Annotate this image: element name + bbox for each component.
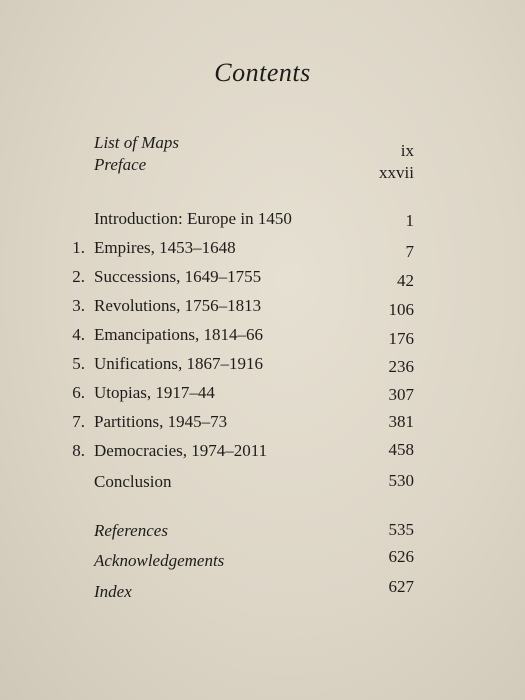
toc-entry-introduction: Introduction: Europe in 1450 1 bbox=[0, 207, 525, 231]
toc-entry-label: Unifications, 1867–1916 bbox=[94, 354, 264, 373]
chapter-number: 2. bbox=[72, 267, 85, 286]
toc-entry-page: 236 bbox=[388, 357, 415, 376]
toc-entry-page: 381 bbox=[388, 412, 415, 431]
toc-entry-page: 307 bbox=[388, 385, 415, 404]
toc-entry-label: Partitions, 1945–73 bbox=[94, 412, 228, 431]
toc-entry-chapter: 2. Successions, 1649–1755 42 bbox=[0, 265, 525, 290]
toc-entry-page: 626 bbox=[388, 547, 415, 566]
toc-entry-chapter: 8. Democracies, 1974–2011 458 bbox=[0, 439, 525, 463]
toc-entry-label: List of Maps bbox=[94, 133, 180, 152]
toc-entry-label: Utopias, 1917–44 bbox=[94, 383, 215, 402]
toc-entry-page: 7 bbox=[405, 242, 415, 261]
toc-entry-list-of-maps: List of Maps ix bbox=[0, 131, 525, 160]
toc-entry-label: Preface bbox=[94, 155, 147, 174]
toc-entry-label: Democracies, 1974–2011 bbox=[94, 441, 268, 460]
page-title: Contents bbox=[214, 58, 311, 87]
chapter-number: 8. bbox=[72, 441, 85, 460]
toc-entry-chapter: 6. Utopias, 1917–44 307 bbox=[0, 381, 525, 405]
toc-entry-page: 176 bbox=[388, 329, 415, 348]
chapter-number: 5. bbox=[72, 354, 85, 373]
toc-entry-label: Successions, 1649–1755 bbox=[94, 267, 262, 286]
toc-entry-page: xxvii bbox=[379, 163, 414, 182]
toc-entry-label: Conclusion bbox=[94, 472, 172, 491]
toc-entry-label: Revolutions, 1756–1813 bbox=[94, 296, 262, 315]
toc-entry-label: Introduction: Europe in 1450 bbox=[94, 209, 292, 228]
toc-entry-preface: Preface xxvii bbox=[0, 153, 525, 182]
toc-entry-page: 535 bbox=[388, 520, 415, 539]
toc-entry-page: 530 bbox=[388, 471, 415, 490]
toc-entry-chapter: 3. Revolutions, 1756–1813 106 bbox=[0, 294, 525, 319]
toc-entry-chapter: 7. Partitions, 1945–73 381 bbox=[0, 410, 525, 434]
toc-entry-label: Index bbox=[94, 582, 132, 601]
toc-entry-label: References bbox=[94, 521, 168, 540]
toc-entry-acknowledgements: Acknowledgements 626 bbox=[0, 547, 525, 573]
toc-entry-label: Emancipations, 1814–66 bbox=[94, 325, 264, 344]
toc-entry-page: 42 bbox=[397, 271, 414, 290]
toc-entry-page: 106 bbox=[388, 300, 415, 319]
chapter-number: 7. bbox=[72, 412, 85, 431]
toc-entry-label: Empires, 1453–1648 bbox=[94, 238, 236, 257]
toc-entry-label: Acknowledgements bbox=[94, 551, 225, 570]
toc-entry-chapter: 1. Empires, 1453–1648 7 bbox=[0, 236, 525, 261]
toc-entry-chapter: 5. Unifications, 1867–1916 236 bbox=[0, 352, 525, 376]
chapter-number: 3. bbox=[72, 296, 85, 315]
toc-entry-page: 458 bbox=[388, 440, 415, 459]
chapter-number: 4. bbox=[72, 325, 85, 344]
toc-entry-references: References 535 bbox=[0, 519, 525, 543]
toc-entry-chapter: 4. Emancipations, 1814–66 176 bbox=[0, 323, 525, 348]
toc-entry-index: Index 627 bbox=[0, 577, 525, 604]
toc-entry-page: 627 bbox=[388, 577, 415, 596]
toc-entry-page: ix bbox=[400, 141, 414, 160]
toc-entry-conclusion: Conclusion 530 bbox=[0, 470, 525, 494]
chapter-number: 1. bbox=[72, 238, 85, 257]
toc-entry-page: 1 bbox=[405, 211, 415, 230]
chapter-number: 6. bbox=[72, 383, 85, 402]
